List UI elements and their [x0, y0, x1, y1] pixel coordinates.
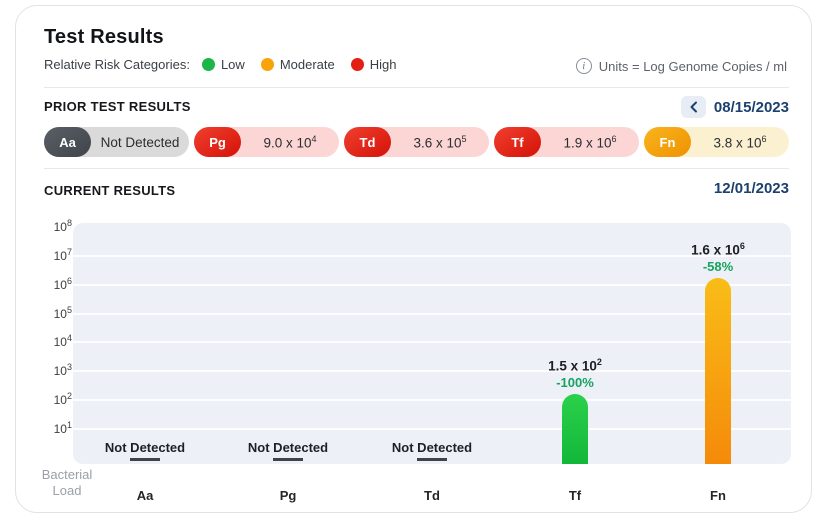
- value-label-Tf: 1.5 x 102: [548, 356, 602, 374]
- divider: [44, 87, 789, 88]
- not-detected-dash: [417, 458, 447, 461]
- chart-column-Td: Not Detected: [377, 223, 487, 464]
- not-detected-dash: [130, 458, 160, 461]
- y-tick-label: 101: [53, 420, 72, 436]
- y-tick-label: 108: [53, 218, 72, 234]
- prior-date-row: 08/15/2023: [680, 96, 789, 118]
- x-axis-label-Aa: Aa: [136, 488, 154, 503]
- value-label-Fn: 1.6 x 106: [691, 240, 745, 258]
- y-axis-labels: 108 107 106 105 104 103 102 101: [34, 218, 72, 464]
- prior-pill-Pg: Pg 9.0 x 104: [194, 127, 339, 157]
- prior-pill-Aa: Aa Not Detected: [44, 127, 189, 157]
- y-axis-title: Bacterial Load: [41, 467, 93, 498]
- bar-chart-plot-area: Not Detected Not Detected Not Detected 1.5 …: [73, 223, 791, 464]
- current-date-row: 12/01/2023: [714, 180, 789, 197]
- chart-column-Fn: 1.6 x 106 -58%: [663, 223, 773, 464]
- not-detected-label: Not Detected: [391, 440, 473, 455]
- risk-legend-row: Relative Risk Categories: Low Moderate Hig…: [44, 57, 396, 72]
- test-results-card: Test Results Relative Risk Categories: L…: [15, 5, 812, 513]
- y-tick-label: 102: [53, 391, 72, 407]
- y-tick-label: 107: [53, 247, 72, 263]
- gridline: [73, 313, 791, 315]
- legend-item-label: High: [369, 57, 397, 72]
- chart-column-Pg: Not Detected: [233, 223, 343, 464]
- prior-pill-Tf: Tf 1.9 x 106: [494, 127, 639, 157]
- prior-pill-value: Not Detected: [100, 134, 180, 150]
- prior-pills-row: Aa Not Detected Pg 9.0 x 104 Td 3.6 x 105 Tf 1.…: [44, 127, 789, 157]
- x-axis-label-Tf: Tf: [568, 488, 582, 503]
- info-icon[interactable]: i: [575, 58, 592, 74]
- units-note: i Units = Log Genome Copies / ml: [575, 58, 787, 74]
- gridline: [73, 370, 791, 372]
- y-tick-label: 106: [53, 276, 72, 292]
- gridline: [73, 428, 791, 430]
- risk-legend: Low Moderate High: [201, 57, 397, 72]
- prior-date: 08/15/2023: [713, 98, 789, 116]
- page-title: Test Results: [44, 26, 164, 48]
- change-label-Fn: -58%: [702, 259, 734, 274]
- x-axis-label-Td: Td: [424, 488, 440, 503]
- x-axis-label-Pg: Pg: [279, 488, 297, 503]
- prior-pill-value: 3.6 x 105: [413, 133, 467, 151]
- current-results-heading: CURRENT RESULTS: [44, 183, 176, 198]
- not-detected-dash: [273, 458, 303, 461]
- gridline: [73, 399, 791, 401]
- prior-pill-badge-Fn: Fn: [644, 127, 691, 157]
- y-tick-label: 105: [53, 305, 72, 321]
- y-tick-label: 103: [53, 362, 72, 378]
- prior-pill-badge-Pg: Pg: [194, 127, 241, 157]
- units-text: Units = Log Genome Copies / ml: [598, 58, 787, 74]
- prior-results-heading: PRIOR TEST RESULTS: [44, 99, 191, 114]
- current-date: 12/01/2023: [713, 180, 789, 197]
- y-tick-label: 104: [53, 333, 72, 349]
- gridline: [73, 255, 791, 257]
- x-axis-label-Fn: Fn: [710, 488, 726, 503]
- chart-column-Aa: Not Detected: [90, 223, 200, 464]
- risk-dot: [260, 58, 274, 71]
- prior-pill-value: 3.8 x 106: [713, 133, 767, 151]
- chart-column-Tf: 1.5 x 102 -100%: [520, 223, 630, 464]
- legend-label: Relative Risk Categories:: [44, 57, 190, 72]
- prior-pill-badge-Td: Td: [344, 127, 391, 157]
- risk-dot: [201, 58, 215, 71]
- prior-date-back-button[interactable]: [680, 96, 706, 118]
- prior-pill-Fn: Fn 3.8 x 106: [644, 127, 789, 157]
- chevron-left-icon: [690, 101, 697, 113]
- bar-Tf: [562, 394, 588, 464]
- change-label-Tf: -100%: [556, 375, 594, 390]
- divider: [44, 168, 789, 169]
- legend-item-label: Low: [220, 57, 245, 72]
- not-detected-label: Not Detected: [104, 440, 186, 455]
- prior-pill-value: 1.9 x 106: [563, 133, 617, 151]
- prior-pill-badge-Tf: Tf: [494, 127, 541, 157]
- legend-item-high: High: [350, 57, 397, 72]
- bar-Fn: [705, 278, 731, 464]
- prior-pill-Td: Td 3.6 x 105: [344, 127, 489, 157]
- legend-item-moderate: Moderate: [260, 57, 335, 72]
- not-detected-label: Not Detected: [247, 440, 329, 455]
- gridline: [73, 284, 791, 286]
- gridline: [73, 341, 791, 343]
- prior-pill-badge-Aa: Aa: [44, 127, 91, 157]
- legend-item-low: Low: [201, 57, 245, 72]
- prior-pill-value: 9.0 x 104: [263, 133, 317, 151]
- risk-dot: [350, 58, 364, 71]
- legend-item-label: Moderate: [279, 57, 335, 72]
